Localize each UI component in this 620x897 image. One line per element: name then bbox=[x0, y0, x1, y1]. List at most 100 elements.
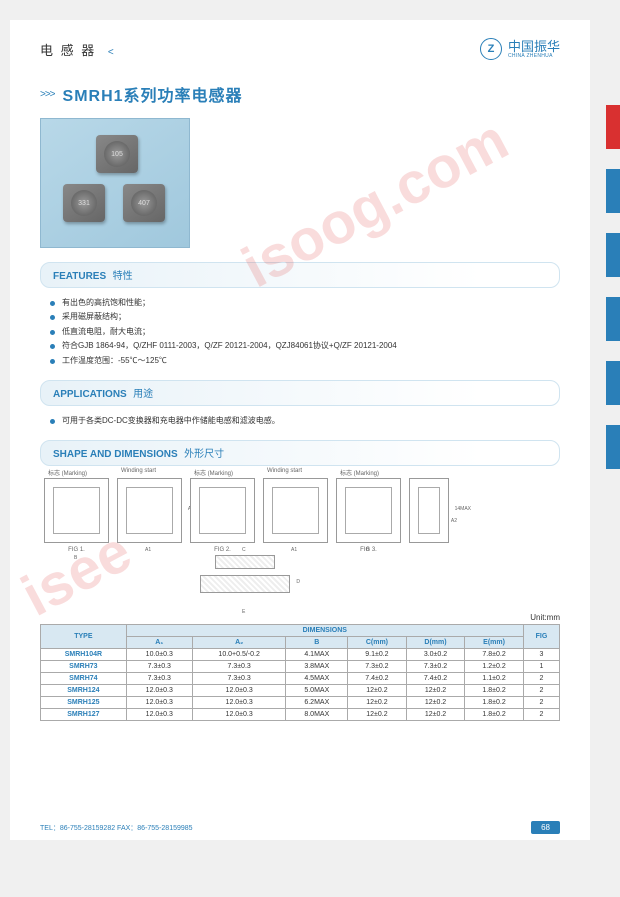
chip-1-label: 105 bbox=[111, 151, 123, 158]
logo-icon: Z bbox=[480, 38, 502, 60]
cell: 2 bbox=[523, 685, 559, 697]
brand-block: Z 中国振华 CHINA ZHENHUA bbox=[480, 38, 560, 60]
cell: 12±0.2 bbox=[406, 697, 465, 709]
cell: 7.4±0.2 bbox=[406, 673, 465, 685]
th-dimensions: DIMENSIONS bbox=[126, 625, 523, 637]
cell: 12.0±0.3 bbox=[126, 697, 192, 709]
cell: 7.3±0.3 bbox=[126, 661, 192, 673]
side-tabs bbox=[606, 105, 620, 469]
dim-a1: A1 bbox=[145, 547, 151, 553]
brand-cn: 中国振华 bbox=[508, 40, 560, 53]
chevron-icon: < bbox=[108, 47, 116, 58]
dim-b: B bbox=[366, 547, 369, 553]
cell: 3.8MAX bbox=[286, 661, 348, 673]
cell: 12.0±0.3 bbox=[192, 685, 286, 697]
page-number: 68 bbox=[531, 821, 560, 834]
applications-en: APPLICATIONS bbox=[53, 389, 127, 400]
applications-list: 可用于各类DC-DC变换器和充电器中作储能电感和滤波电感。 bbox=[40, 414, 560, 428]
cell: 12.0±0.3 bbox=[126, 685, 192, 697]
feature-item: 有出色的高抗饱和性能； bbox=[50, 296, 560, 310]
diagram-2b: Winding start A1 bbox=[263, 478, 328, 543]
cell: 7.3±0.2 bbox=[348, 661, 407, 673]
dim-a1: A1 bbox=[291, 547, 297, 553]
fig-2-label: FIG 2. bbox=[214, 547, 231, 553]
cell: 5.0MAX bbox=[286, 685, 348, 697]
side-tab[interactable] bbox=[606, 105, 620, 149]
cell: 1.1±0.2 bbox=[465, 673, 524, 685]
chip-1: 105 bbox=[96, 135, 138, 173]
cell: 7.3±0.2 bbox=[406, 661, 465, 673]
title-chevrons-icon: >>> bbox=[40, 89, 55, 100]
features-list: 有出色的高抗饱和性能； 采用磁屏蔽结构； 低直流电阻，耐大电流； 符合GJB 1… bbox=[40, 296, 560, 368]
cell: 3 bbox=[523, 649, 559, 661]
side-tab[interactable] bbox=[606, 425, 620, 469]
cell-type: SMRH73 bbox=[41, 661, 127, 673]
cell: 4.1MAX bbox=[286, 649, 348, 661]
cell: 7.8±0.2 bbox=[465, 649, 524, 661]
chip-2-label: 331 bbox=[78, 200, 90, 207]
cell-type: SMRH125 bbox=[41, 697, 127, 709]
cell: 1.8±0.2 bbox=[465, 685, 524, 697]
page-footer: TEL：86-755-28159282 FAX：86-755-28159985 … bbox=[40, 821, 560, 834]
cell-type: SMRH74 bbox=[41, 673, 127, 685]
feature-item: 符合GJB 1864-94，Q/ZHF 0111-2003，Q/ZF 20121… bbox=[50, 339, 560, 353]
dim-e: E bbox=[242, 609, 245, 615]
side-tab[interactable] bbox=[606, 233, 620, 277]
side-tab[interactable] bbox=[606, 361, 620, 405]
dimensions-table: TYPE DIMENSIONS FIG A₁ A₂ B C(mm) D(mm) … bbox=[40, 624, 560, 721]
features-cn: 特性 bbox=[113, 271, 133, 282]
product-image: 105 331 407 bbox=[40, 118, 190, 248]
unit-label: Unit:mm bbox=[40, 613, 560, 622]
th-fig: FIG bbox=[523, 625, 559, 649]
feature-item: 工作温度范围：-55℃～125℃ bbox=[50, 354, 560, 368]
table-row: SMRH12412.0±0.312.0±0.35.0MAX12±0.212±0.… bbox=[41, 685, 560, 697]
side-tab[interactable] bbox=[606, 169, 620, 213]
feature-item: 低直流电阻，耐大电流； bbox=[50, 325, 560, 339]
side-tab[interactable] bbox=[606, 297, 620, 341]
cell: 10.0+0.5/-0.2 bbox=[192, 649, 286, 661]
cell: 3.0±0.2 bbox=[406, 649, 465, 661]
cell: 12.0±0.3 bbox=[192, 709, 286, 721]
cell: 7.3±0.3 bbox=[192, 661, 286, 673]
diagram-row: 标志 (Marking) FIG 1. B Winding start A1 A… bbox=[40, 478, 560, 543]
table-row: SMRH12712.0±0.312.0±0.38.0MAX12±0.212±0.… bbox=[41, 709, 560, 721]
cell: 4.5MAX bbox=[286, 673, 348, 685]
chip-3-label: 407 bbox=[138, 200, 150, 207]
cell: 1 bbox=[523, 661, 559, 673]
th-c: C(mm) bbox=[348, 637, 407, 649]
th-a2: A₂ bbox=[192, 637, 286, 649]
chip-3: 407 bbox=[123, 184, 165, 222]
cell: 1.8±0.2 bbox=[465, 709, 524, 721]
contact-info: TEL：86-755-28159282 FAX：86-755-28159985 bbox=[40, 823, 193, 833]
title-row: >>> SMRH1系列功率电感器 bbox=[40, 82, 560, 106]
fig-1-label: FIG 1. bbox=[68, 547, 85, 553]
applications-cn: 用途 bbox=[133, 389, 153, 400]
cell-type: SMRH127 bbox=[41, 709, 127, 721]
cell: 7.4±0.2 bbox=[348, 673, 407, 685]
application-item: 可用于各类DC-DC变换器和充电器中作储能电感和滤波电感。 bbox=[50, 414, 560, 428]
table-row: SMRH104R10.0±0.310.0+0.5/-0.24.1MAX9.1±0… bbox=[41, 649, 560, 661]
dim-c: C bbox=[242, 547, 246, 553]
dim-14max: 14MAX bbox=[455, 506, 471, 512]
cell: 1.2±0.2 bbox=[465, 661, 524, 673]
page-title: SMRH1系列功率电感器 bbox=[63, 82, 243, 106]
category-label: 电 感 器 < bbox=[40, 40, 116, 59]
cell: 2 bbox=[523, 697, 559, 709]
cell: 12.0±0.3 bbox=[126, 709, 192, 721]
cell: 10.0±0.3 bbox=[126, 649, 192, 661]
cell: 1.8±0.2 bbox=[465, 697, 524, 709]
cell: 7.3±0.3 bbox=[192, 673, 286, 685]
shape-en: SHAPE AND DIMENSIONS bbox=[53, 449, 178, 460]
th-a1: A₁ bbox=[126, 637, 192, 649]
cell: 9.1±0.2 bbox=[348, 649, 407, 661]
th-e: E(mm) bbox=[465, 637, 524, 649]
diagram-1b: Winding start A1 A2 bbox=[117, 478, 182, 543]
cell: 12.0±0.3 bbox=[192, 697, 286, 709]
table-row: SMRH747.3±0.37.3±0.34.5MAX7.4±0.27.4±0.2… bbox=[41, 673, 560, 685]
cell: 2 bbox=[523, 709, 559, 721]
diag-winding-label: Winding start bbox=[121, 468, 156, 474]
cell: 8.0MAX bbox=[286, 709, 348, 721]
th-b: B bbox=[286, 637, 348, 649]
category-text: 电 感 器 bbox=[40, 43, 96, 58]
feature-item: 采用磁屏蔽结构； bbox=[50, 310, 560, 324]
